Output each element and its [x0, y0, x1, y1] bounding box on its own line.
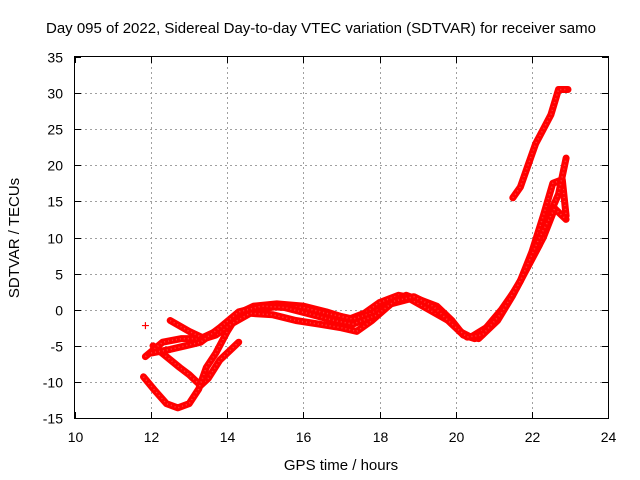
grid	[75, 57, 608, 418]
y-tick-label: -5	[51, 339, 64, 355]
y-tick-label: 25	[47, 122, 63, 138]
y-tick-label: 10	[47, 231, 63, 247]
series-track-3-markers	[144, 157, 567, 358]
x-tick-label: 24	[601, 429, 617, 445]
x-tick-label: 14	[220, 429, 236, 445]
series-track-5-markers	[150, 208, 556, 354]
y-axis-title: SDTVAR / TECUs	[6, 178, 23, 298]
y-tick-label: 35	[47, 50, 63, 66]
y-tick-label: 0	[55, 303, 63, 319]
x-tick-label: 16	[296, 429, 312, 445]
series-track-3	[141, 154, 570, 361]
y-tick-label: -15	[43, 411, 63, 427]
isolated-point-marker	[141, 322, 149, 330]
x-axis-title: GPS time / hours	[284, 457, 398, 474]
plot-frame	[74, 56, 609, 419]
y-tick-label: 15	[47, 194, 63, 210]
y-tick-label: 30	[47, 86, 63, 102]
y-axis-ticks: -15 -10 -5 0 5 10 15 20 25 30 35	[43, 50, 608, 427]
data-series	[140, 86, 572, 412]
chart-title: Day 095 of 2022, Sidereal Day-to-day VTE…	[46, 20, 596, 37]
x-tick-label: 10	[68, 429, 84, 445]
series-track-1-markers	[152, 341, 240, 387]
series-track-2-markers	[142, 178, 567, 409]
y-tick-label: 5	[55, 267, 63, 283]
x-tick-label: 20	[449, 429, 465, 445]
x-tick-label: 22	[525, 429, 541, 445]
series-track-2	[140, 176, 570, 412]
x-tick-label: 18	[373, 429, 389, 445]
x-tick-label: 12	[144, 429, 160, 445]
y-tick-label: 20	[47, 158, 63, 174]
series-track-6	[509, 86, 572, 202]
x-axis-ticks: 10 12 14 16 18 20 22 24	[68, 57, 617, 445]
y-tick-label: -10	[43, 375, 63, 391]
